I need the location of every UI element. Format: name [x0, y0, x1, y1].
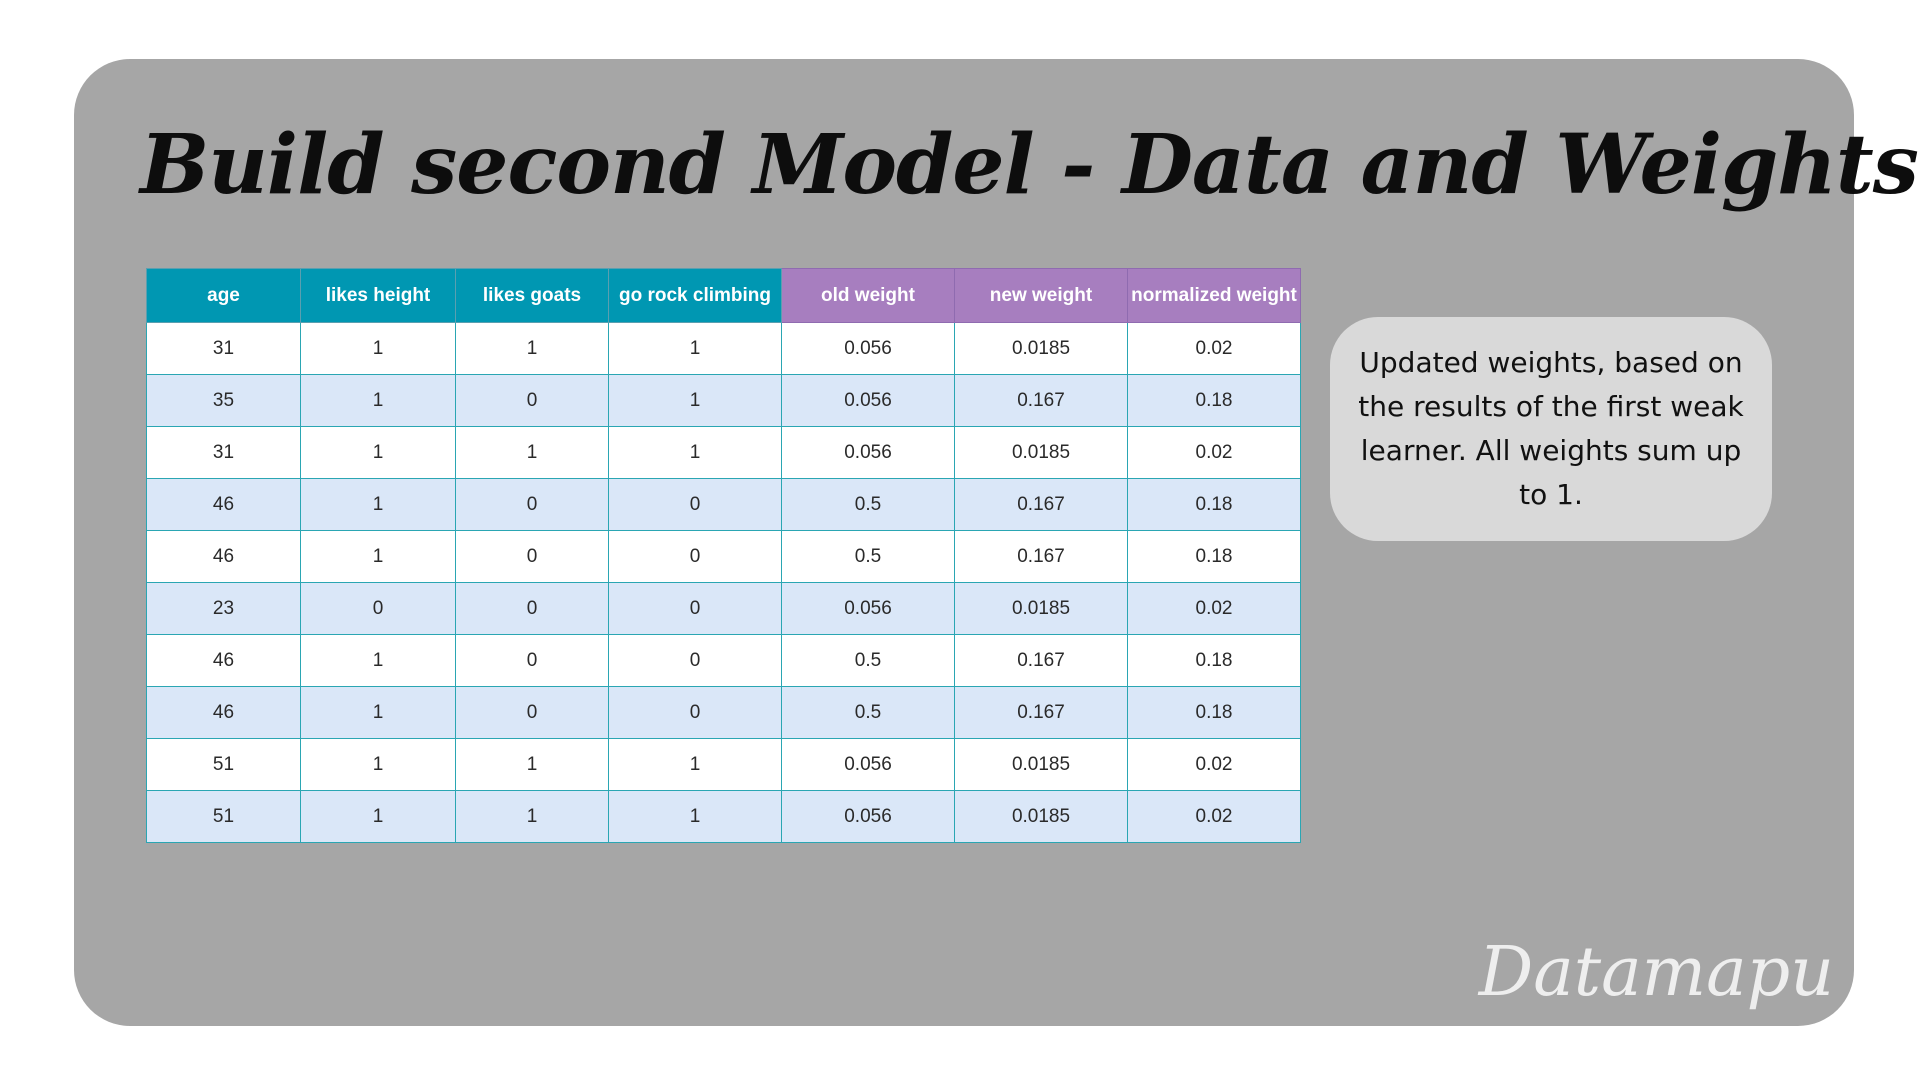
cell-old-weight: 0.5 [781, 478, 955, 531]
cell-age: 31 [146, 426, 301, 479]
cell-likes-height: 1 [300, 530, 456, 583]
cell-normalized-weight: 0.02 [1127, 322, 1301, 375]
cell-likes-height: 0 [300, 582, 456, 635]
table-row: 46 1 0 0 0.5 0.167 0.18 [146, 478, 1301, 531]
table-row: 35 1 0 1 0.056 0.167 0.18 [146, 374, 1301, 427]
cell-go-rock-climbing: 0 [608, 686, 782, 739]
cell-likes-goats: 0 [455, 530, 609, 583]
slide-title: Build second Model - Data and Weights [140, 117, 1919, 213]
cell-old-weight: 0.056 [781, 790, 955, 843]
cell-age: 51 [146, 738, 301, 791]
cell-new-weight: 0.0185 [954, 322, 1128, 375]
cell-new-weight: 0.167 [954, 634, 1128, 687]
cell-old-weight: 0.5 [781, 634, 955, 687]
cell-age: 23 [146, 582, 301, 635]
cell-age: 46 [146, 530, 301, 583]
cell-normalized-weight: 0.18 [1127, 686, 1301, 739]
table-row: 46 1 0 0 0.5 0.167 0.18 [146, 686, 1301, 739]
cell-go-rock-climbing: 0 [608, 478, 782, 531]
cell-go-rock-climbing: 1 [608, 738, 782, 791]
cell-age: 46 [146, 686, 301, 739]
cell-likes-goats: 1 [455, 738, 609, 791]
cell-normalized-weight: 0.02 [1127, 790, 1301, 843]
cell-new-weight: 0.167 [954, 374, 1128, 427]
column-header-age: age [146, 268, 301, 323]
cell-go-rock-climbing: 1 [608, 374, 782, 427]
cell-new-weight: 0.167 [954, 686, 1128, 739]
table-body: 31 1 1 1 0.056 0.0185 0.02 35 1 0 1 0.056 0.167 0.18 3… [146, 322, 1301, 843]
cell-likes-goats: 0 [455, 374, 609, 427]
cell-likes-goats: 0 [455, 686, 609, 739]
cell-old-weight: 0.056 [781, 738, 955, 791]
cell-old-weight: 0.056 [781, 582, 955, 635]
cell-new-weight: 0.0185 [954, 790, 1128, 843]
cell-new-weight: 0.0185 [954, 582, 1128, 635]
datamapu-logo: Datamapu [1478, 933, 1834, 1012]
table-row: 46 1 0 0 0.5 0.167 0.18 [146, 530, 1301, 583]
weights-table: age likes height likes goats go rock cli… [146, 268, 1301, 843]
column-header-normalized-weight: normalized weight [1127, 268, 1301, 323]
column-header-old-weight: old weight [781, 268, 955, 323]
cell-go-rock-climbing: 0 [608, 582, 782, 635]
cell-likes-height: 1 [300, 790, 456, 843]
cell-old-weight: 0.056 [781, 426, 955, 479]
cell-likes-goats: 0 [455, 582, 609, 635]
column-header-likes-height: likes height [300, 268, 456, 323]
note-bubble: Updated weights, based on the results of… [1330, 317, 1772, 541]
table-row: 51 1 1 1 0.056 0.0185 0.02 [146, 790, 1301, 843]
cell-likes-height: 1 [300, 426, 456, 479]
cell-likes-goats: 0 [455, 478, 609, 531]
cell-likes-height: 1 [300, 374, 456, 427]
cell-old-weight: 0.056 [781, 374, 955, 427]
cell-likes-goats: 1 [455, 322, 609, 375]
cell-age: 31 [146, 322, 301, 375]
cell-age: 51 [146, 790, 301, 843]
table-row: 31 1 1 1 0.056 0.0185 0.02 [146, 322, 1301, 375]
table-row: 51 1 1 1 0.056 0.0185 0.02 [146, 738, 1301, 791]
table-row: 31 1 1 1 0.056 0.0185 0.02 [146, 426, 1301, 479]
cell-go-rock-climbing: 1 [608, 322, 782, 375]
column-header-new-weight: new weight [954, 268, 1128, 323]
cell-old-weight: 0.5 [781, 686, 955, 739]
cell-age: 35 [146, 374, 301, 427]
table-row: 46 1 0 0 0.5 0.167 0.18 [146, 634, 1301, 687]
cell-new-weight: 0.167 [954, 530, 1128, 583]
cell-normalized-weight: 0.02 [1127, 426, 1301, 479]
cell-normalized-weight: 0.18 [1127, 634, 1301, 687]
cell-new-weight: 0.0185 [954, 738, 1128, 791]
cell-age: 46 [146, 634, 301, 687]
cell-likes-height: 1 [300, 478, 456, 531]
cell-likes-goats: 1 [455, 426, 609, 479]
cell-likes-goats: 1 [455, 790, 609, 843]
cell-age: 46 [146, 478, 301, 531]
cell-likes-goats: 0 [455, 634, 609, 687]
cell-go-rock-climbing: 1 [608, 790, 782, 843]
slide-panel: Build second Model - Data and Weights ag… [74, 59, 1919, 1026]
cell-normalized-weight: 0.02 [1127, 738, 1301, 791]
column-header-go-rock-climbing: go rock climbing [608, 268, 782, 323]
cell-go-rock-climbing: 1 [608, 426, 782, 479]
note-text: Updated weights, based on the results of… [1358, 346, 1744, 511]
cell-likes-height: 1 [300, 634, 456, 687]
cell-go-rock-climbing: 0 [608, 530, 782, 583]
cell-likes-height: 1 [300, 738, 456, 791]
cell-new-weight: 0.0185 [954, 426, 1128, 479]
cell-old-weight: 0.056 [781, 322, 955, 375]
cell-normalized-weight: 0.02 [1127, 582, 1301, 635]
cell-new-weight: 0.167 [954, 478, 1128, 531]
cell-likes-height: 1 [300, 686, 456, 739]
table-header-row: age likes height likes goats go rock cli… [146, 268, 1301, 323]
cell-normalized-weight: 0.18 [1127, 530, 1301, 583]
cell-likes-height: 1 [300, 322, 456, 375]
cell-old-weight: 0.5 [781, 530, 955, 583]
table-row: 23 0 0 0 0.056 0.0185 0.02 [146, 582, 1301, 635]
cell-go-rock-climbing: 0 [608, 634, 782, 687]
cell-normalized-weight: 0.18 [1127, 374, 1301, 427]
column-header-likes-goats: likes goats [455, 268, 609, 323]
cell-normalized-weight: 0.18 [1127, 478, 1301, 531]
